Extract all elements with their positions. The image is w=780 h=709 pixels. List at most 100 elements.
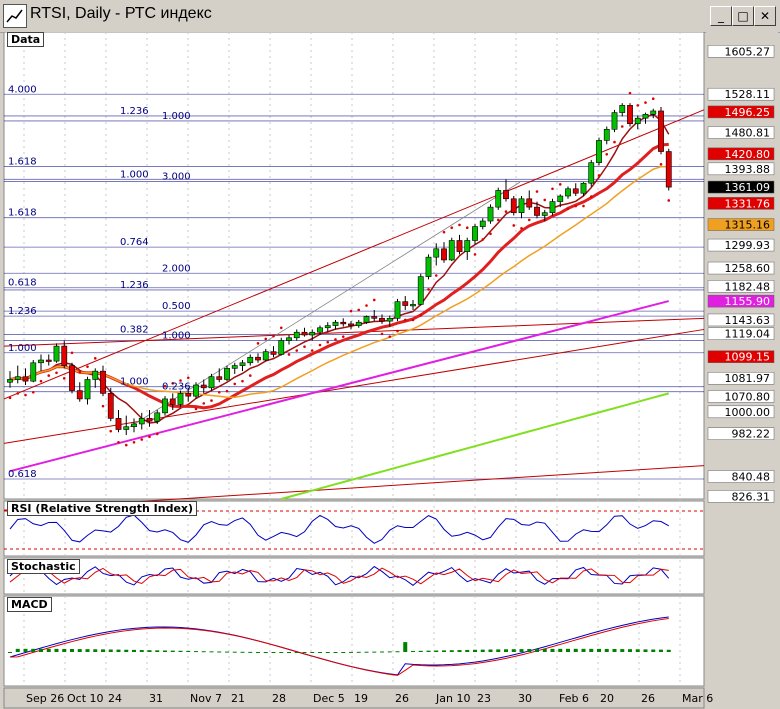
maximize-button[interactable]: □ — [732, 6, 754, 26]
sar-dot — [372, 298, 376, 302]
price-pane[interactable] — [3, 32, 705, 500]
macd-histogram-bar — [457, 650, 462, 652]
minimize-button[interactable]: _ — [710, 6, 732, 26]
candle — [386, 315, 393, 327]
axis-labels: 1605.27 1528.11 1496.25 1480.81 1420.80 1393.… — [26, 45, 775, 705]
sar-dot — [582, 204, 585, 208]
fib-label: 0.500 — [162, 301, 191, 312]
candle — [572, 183, 579, 197]
time-tick-label: 19 — [354, 692, 368, 705]
macd-histogram-bar — [217, 651, 222, 653]
price-label-text: 1099.15 — [725, 351, 771, 364]
macd-histogram-bar — [566, 648, 570, 652]
candle — [479, 218, 486, 230]
macd-histogram-bar — [519, 649, 524, 652]
sar-dot — [310, 349, 314, 352]
sar-dot — [202, 402, 206, 405]
price-label-text: 1315.16 — [725, 219, 771, 232]
candle — [650, 108, 657, 119]
macd-histogram-bar — [651, 649, 656, 652]
price-label-box — [707, 162, 775, 176]
price-label-text: 1299.93 — [725, 239, 771, 252]
sar-dot — [241, 379, 244, 383]
macd-histogram-bar — [418, 650, 423, 652]
macd-histogram-bar — [116, 649, 121, 652]
candle — [30, 360, 37, 383]
sar-dot — [458, 223, 461, 227]
trend-line — [3, 109, 705, 400]
price-label-box — [707, 147, 775, 161]
rsi-pane-title: RSI (Relative Strength Index) — [7, 501, 198, 516]
fib-label: 1.618 — [8, 208, 37, 219]
candle-body — [386, 318, 393, 322]
fib-label: 1.236 — [8, 306, 37, 317]
time-tick-label: Jan 10 — [435, 692, 470, 705]
price-axis-label: 1528.11 — [707, 87, 775, 101]
candle-body — [84, 379, 91, 400]
macd-histogram-bar — [139, 650, 144, 652]
fib-label: 0.236 — [162, 382, 191, 393]
candle-body — [650, 110, 657, 115]
grid — [23, 32, 681, 686]
price-label-box — [707, 427, 775, 440]
price-label-box — [707, 105, 775, 119]
macd-histogram-bar — [194, 651, 198, 653]
macd-histogram-bar — [132, 649, 136, 652]
macd-histogram-bar — [155, 650, 160, 652]
price-label-box — [707, 390, 775, 403]
sar-dot — [140, 438, 144, 441]
macd-histogram-bar — [550, 648, 555, 652]
macd-histogram-bar — [643, 649, 648, 652]
close-button[interactable]: ✕ — [754, 6, 776, 26]
candle-body — [642, 113, 649, 119]
price-label-box — [707, 294, 775, 308]
title-bar[interactable]: RTSI, Daily - РТС индекс _ □ ✕ — [0, 0, 780, 33]
macd-histogram-bar — [573, 648, 578, 652]
fib-label: 2.000 — [162, 263, 191, 274]
sar-dot — [55, 371, 58, 375]
candle-body — [441, 248, 447, 261]
sar-dot — [628, 91, 632, 95]
candle — [216, 368, 223, 383]
ma-fast-line — [9, 113, 670, 424]
price-axis-label: 1000.00 — [707, 405, 775, 419]
fib-label: 1.236 — [120, 280, 149, 291]
macd-histogram-bar — [271, 652, 276, 653]
time-tick-label: 31 — [149, 692, 163, 705]
price-label-box — [707, 238, 775, 252]
sar-dot — [442, 230, 446, 234]
candle — [208, 373, 215, 391]
candle-body — [348, 323, 354, 326]
sar-dot — [93, 357, 97, 360]
macd-histogram-bar — [248, 651, 253, 653]
candle-body — [162, 398, 168, 414]
sar-dot — [132, 440, 136, 444]
sar-dot — [427, 288, 430, 291]
sar-dot — [171, 382, 175, 385]
price-label-box — [707, 371, 775, 385]
price-axis-label: 1420.80 — [707, 147, 775, 161]
candle — [100, 365, 106, 397]
candle-body — [495, 190, 502, 208]
candle-body — [410, 304, 416, 307]
price-label-text: 1331.76 — [725, 197, 771, 210]
sar-dot — [357, 308, 361, 312]
candle-body — [317, 327, 323, 333]
candle-body — [270, 351, 277, 355]
price-label-text: 1605.27 — [725, 45, 771, 58]
macd-pane[interactable] — [3, 595, 705, 687]
macd-histogram-bar — [240, 651, 245, 653]
candle-body — [394, 301, 401, 319]
chart-canvas[interactable]: 1605.27 1528.11 1496.25 1480.81 1420.80 1393.… — [0, 32, 780, 709]
price-axis-label: 840.48 — [707, 470, 775, 483]
sar-dot — [194, 407, 198, 411]
price-axis-label: 1331.76 — [707, 197, 775, 210]
candle — [588, 159, 595, 187]
candle — [45, 354, 52, 366]
candle-body — [588, 162, 595, 184]
stoch-pane[interactable] — [3, 557, 705, 595]
candle-body — [30, 362, 37, 382]
price-label-text: 1480.81 — [725, 127, 771, 140]
macd-histogram-bar — [449, 650, 454, 652]
macd-histogram-bar — [403, 642, 408, 652]
